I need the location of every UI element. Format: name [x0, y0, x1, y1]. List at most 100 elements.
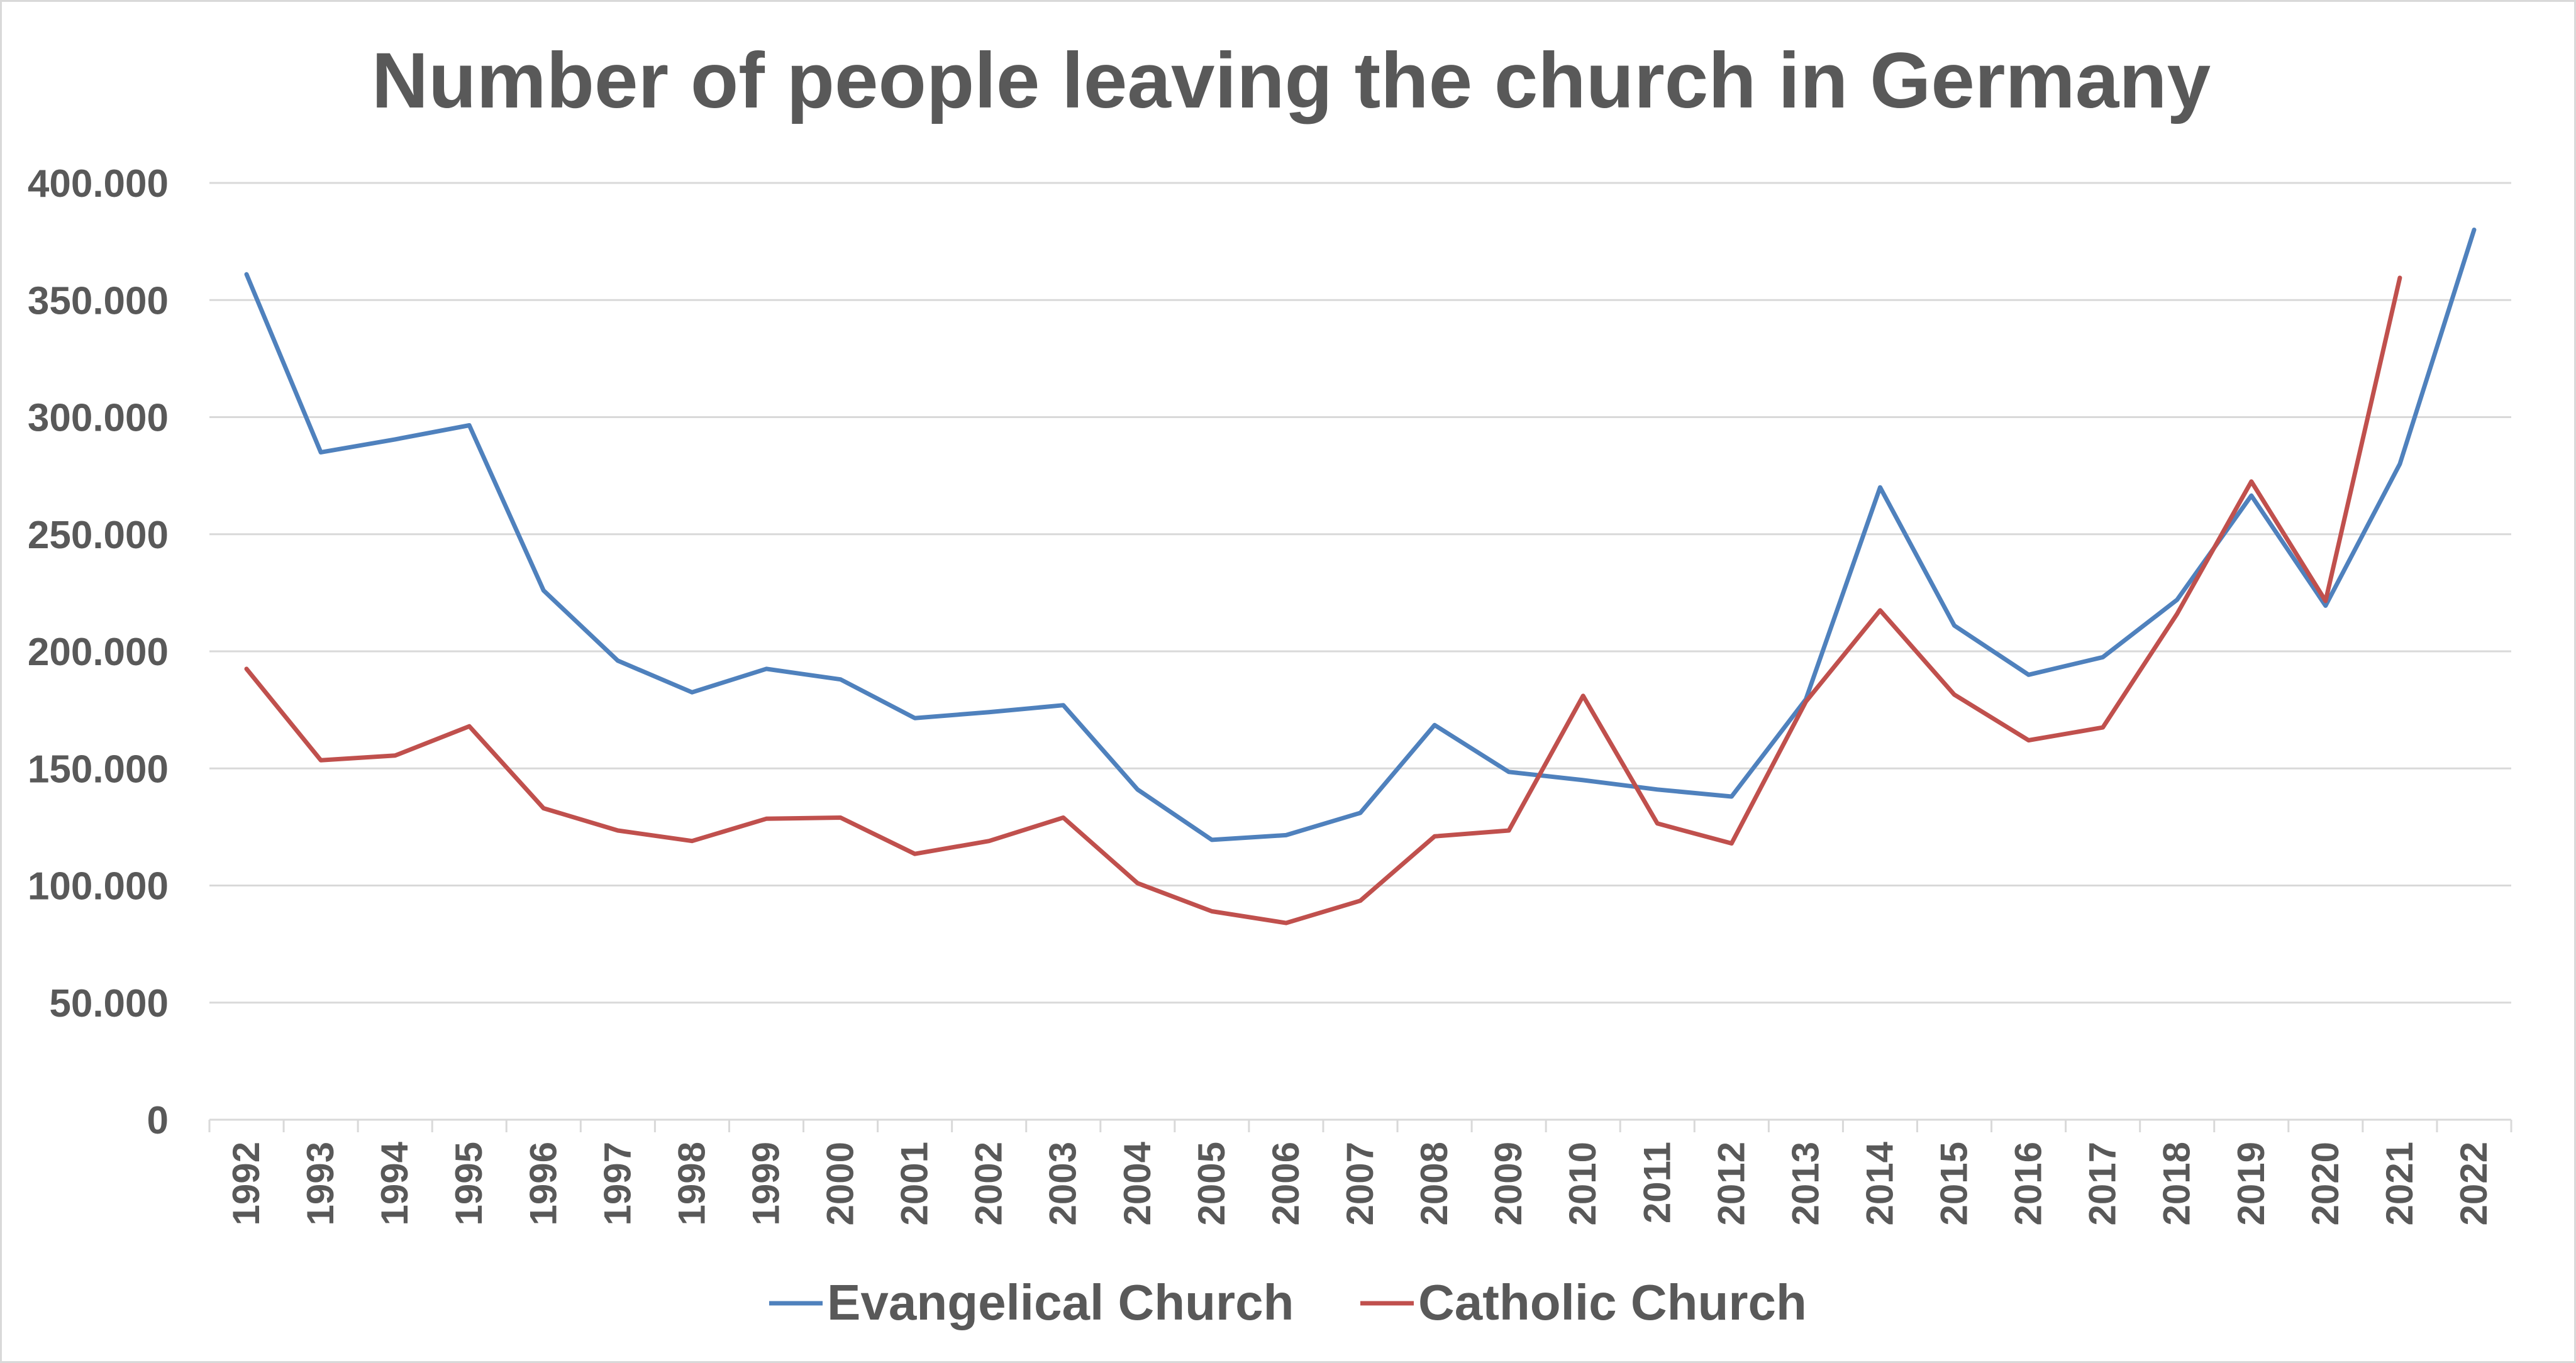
data-point — [1506, 770, 1511, 775]
y-axis-ticks: 0 50.000 100.000 150.000 200.000 250.000 300.0… — [28, 162, 169, 1142]
x-tick-label: 2011 — [1636, 1142, 1678, 1223]
data-point — [541, 588, 546, 593]
data-point — [1358, 898, 1363, 903]
data-point — [2249, 493, 2254, 498]
series-line-evangelical — [244, 228, 2477, 842]
gridlines — [209, 182, 2511, 1004]
legend-label: Evangelical Church — [827, 1274, 1294, 1330]
data-point — [1209, 908, 1214, 913]
x-tick-label: 2006 — [1265, 1142, 1307, 1225]
data-point — [1655, 821, 1660, 826]
data-point — [1506, 828, 1511, 833]
x-tick-label: 2019 — [2230, 1142, 2272, 1225]
data-point — [1284, 920, 1289, 925]
x-tick-label: 1998 — [670, 1142, 713, 1225]
data-point — [2472, 228, 2477, 233]
data-point — [1432, 722, 1437, 727]
data-point — [689, 839, 694, 844]
data-point — [244, 272, 249, 277]
data-point — [1135, 787, 1140, 792]
x-tick-label: 1992 — [225, 1142, 267, 1225]
x-tick-label: 1996 — [522, 1142, 564, 1225]
data-point — [987, 839, 992, 844]
data-point — [467, 724, 472, 729]
x-tick-label: 1994 — [374, 1141, 416, 1225]
data-point — [987, 710, 992, 715]
series-line-catholic — [244, 275, 2402, 925]
x-tick-label: 2002 — [968, 1142, 1010, 1225]
data-point — [2397, 275, 2402, 280]
data-point — [2101, 725, 2106, 730]
data-point — [2175, 597, 2180, 602]
chart-title: Number of people leaving the church in G… — [372, 37, 2211, 124]
data-point — [392, 753, 397, 758]
data-point — [2026, 672, 2031, 677]
data-point — [838, 677, 843, 682]
data-point — [689, 690, 694, 695]
data-point — [318, 450, 323, 455]
y-tick-label: 50.000 — [49, 982, 169, 1025]
data-point — [615, 658, 620, 663]
data-point — [244, 666, 249, 671]
y-tick-label: 250.000 — [28, 514, 169, 557]
data-point — [2175, 611, 2180, 616]
x-tick-label: 2007 — [1339, 1142, 1381, 1225]
x-tick-label: 2004 — [1116, 1141, 1158, 1225]
data-point — [2323, 603, 2328, 608]
data-point — [2397, 461, 2402, 466]
x-tick-label: 2005 — [1191, 1142, 1233, 1225]
x-axis-ticks: 1992 1993 1994 1995 1996 1997 1998 1999 2000 2001… — [225, 1141, 2495, 1225]
data-point — [1877, 608, 1882, 613]
x-tick-label: 2001 — [894, 1142, 936, 1225]
data-point — [1580, 693, 1585, 698]
data-point — [467, 423, 472, 428]
x-tick-label: 2016 — [2007, 1142, 2050, 1225]
data-point — [1358, 810, 1363, 815]
x-tick-label: 2014 — [1858, 1141, 1901, 1225]
x-tick-label: 2022 — [2453, 1142, 2495, 1225]
x-tick-label: 2018 — [2156, 1142, 2198, 1225]
legend-label: Catholic Church — [1418, 1274, 1807, 1330]
data-point — [1729, 841, 1734, 846]
x-tick-label: 1997 — [596, 1142, 638, 1225]
x-tick-label: 2009 — [1487, 1142, 1530, 1225]
data-point — [541, 806, 546, 811]
data-point — [1061, 815, 1066, 820]
data-point — [1877, 485, 1882, 490]
x-tick-label: 2000 — [819, 1142, 862, 1225]
data-point — [913, 851, 918, 856]
data-point — [2323, 599, 2328, 604]
data-point — [913, 715, 918, 720]
x-tick-label: 2015 — [1933, 1142, 1975, 1225]
data-point — [1729, 794, 1734, 799]
data-point — [1061, 703, 1066, 708]
y-tick-label: 350.000 — [28, 279, 169, 323]
data-point — [1952, 623, 1957, 628]
data-point — [615, 828, 620, 833]
legend: Evangelical Church Catholic Church — [769, 1274, 1807, 1330]
data-point — [1803, 699, 1808, 704]
x-tick-label: 2010 — [1562, 1142, 1604, 1225]
data-point — [318, 758, 323, 763]
data-point — [2101, 654, 2106, 659]
data-point — [838, 815, 843, 820]
y-tick-label: 200.000 — [28, 631, 169, 674]
data-point — [1135, 881, 1140, 886]
x-tick-label: 2008 — [1413, 1142, 1455, 1225]
data-point — [1952, 692, 1957, 697]
x-tick-label: 1993 — [299, 1142, 341, 1225]
y-tick-label: 300.000 — [28, 397, 169, 440]
x-tick-label: 1995 — [448, 1142, 490, 1225]
y-tick-label: 100.000 — [28, 865, 169, 908]
data-point — [2026, 738, 2031, 743]
x-tick-label: 2017 — [2082, 1142, 2124, 1225]
data-point — [1432, 834, 1437, 839]
x-tick-label: 2021 — [2379, 1142, 2421, 1225]
y-tick-label: 150.000 — [28, 748, 169, 791]
y-tick-label: 0 — [147, 1099, 169, 1142]
x-tick-label: 2012 — [1710, 1142, 1752, 1225]
data-point — [1580, 778, 1585, 783]
data-point — [1655, 787, 1660, 792]
